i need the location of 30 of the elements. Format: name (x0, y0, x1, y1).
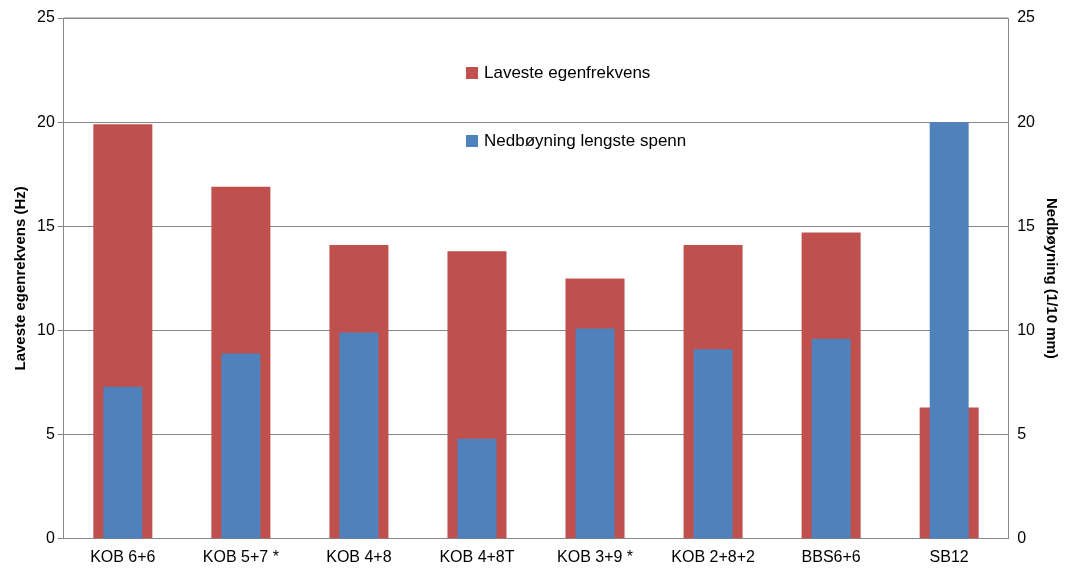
x-tick-label: KOB 3+9 * (557, 547, 634, 565)
bar (339, 332, 379, 539)
legend-label: Laveste egenfrekvens (484, 62, 651, 82)
bar (103, 386, 143, 539)
y2-axis-title: Nedbøyning (1/10 mm) (1043, 197, 1061, 359)
y2-tick-label: 20 (1017, 112, 1036, 130)
y-tick-label: 10 (37, 320, 55, 338)
y2-tick-label: 15 (1017, 216, 1036, 234)
legend-label: Nedbøyning lengste spenn (484, 130, 687, 150)
y-axis-title: Laveste egenrekvens (Hz) (11, 186, 29, 371)
y2-tick-label: 10 (1017, 320, 1036, 338)
y-tick-label: 5 (45, 425, 55, 443)
y-tick-label: 15 (37, 216, 55, 234)
x-tick-label: KOB 5+7 * (202, 547, 279, 565)
bar (221, 353, 261, 539)
x-tick-label: SB12 (929, 547, 969, 565)
x-tick-label: KOB 6+6 (90, 547, 156, 565)
y2-tick-label: 25 (1017, 8, 1036, 26)
y-tick-label: 20 (37, 112, 55, 130)
x-tick-label: KOB 4+8 (326, 547, 392, 565)
y2-tick-label: 0 (1017, 529, 1027, 547)
x-tick-label: KOB 2+8+2 (671, 547, 755, 565)
bar (693, 349, 733, 539)
x-tick-label: KOB 4+8T (439, 547, 515, 565)
bar (457, 438, 497, 539)
y2-tick-label: 5 (1017, 425, 1027, 443)
bar (811, 338, 851, 539)
x-tick-label: BBS6+6 (801, 547, 861, 565)
y-tick-label: 0 (45, 529, 55, 547)
y-tick-label: 25 (37, 8, 55, 26)
